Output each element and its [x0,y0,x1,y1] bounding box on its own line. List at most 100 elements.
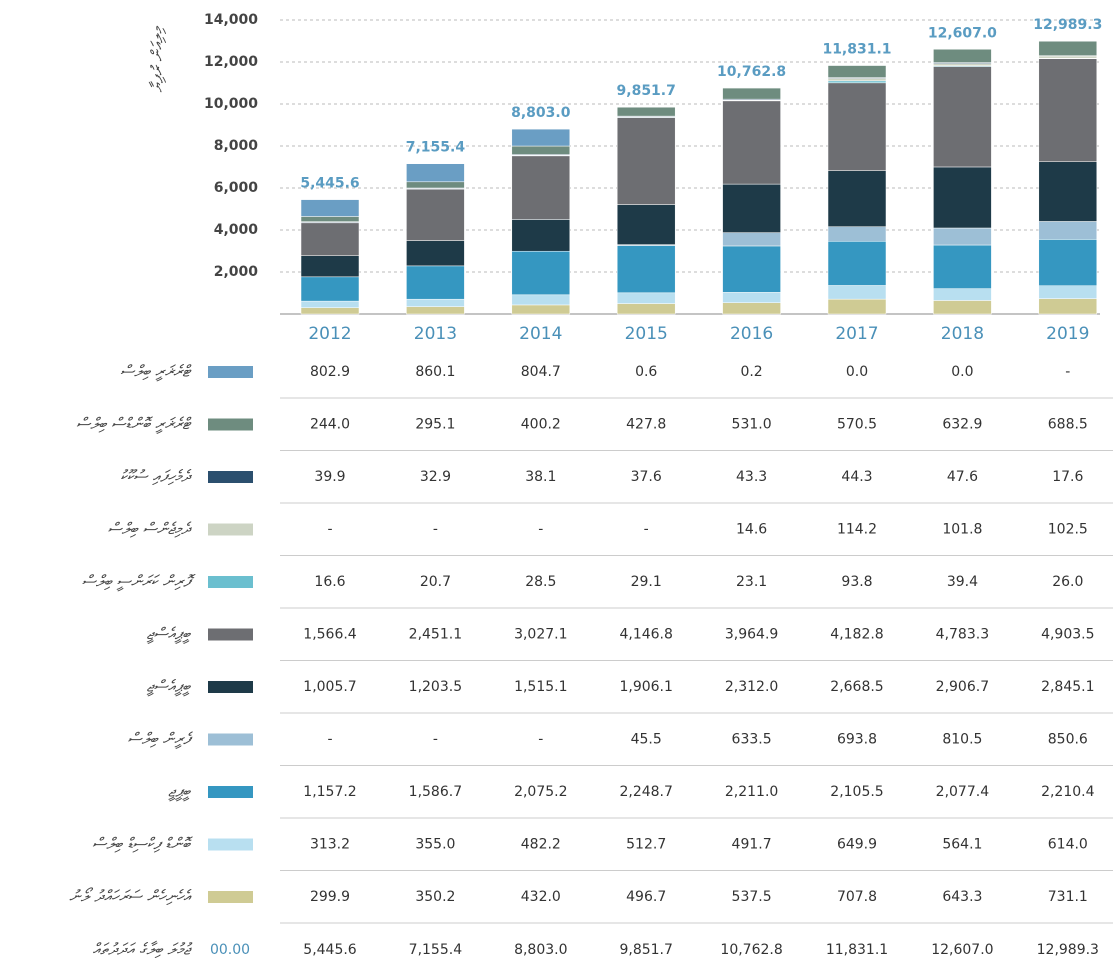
bar-segment [406,188,465,241]
x-tick-label: 2016 [730,324,773,344]
table-cell: 8,803.0 [514,942,567,958]
row-label: ބީޕީޖީ [168,782,191,802]
table-cell: 12,989.3 [1037,942,1099,958]
x-tick-label: 2015 [625,324,668,344]
legend-swatch [208,471,253,483]
bar-segment [827,285,887,300]
bar-segment [827,80,887,84]
table-cell: 802.9 [310,364,350,380]
table-cell: 693.8 [837,732,877,748]
table-cell: 2,210.4 [1041,784,1095,800]
legend-swatch [208,681,253,693]
bar-segment [511,128,571,147]
bar-segment [722,183,781,233]
table-cell: 0.6 [635,364,657,380]
table-cell: 1,203.5 [409,679,462,695]
table-cell: - [433,522,438,538]
table-cell: 614.0 [1048,837,1088,853]
table-cell: 3,027.1 [514,627,567,643]
bar-segment [827,226,887,242]
legend-swatch [208,891,253,903]
legend-swatch [208,628,253,641]
total-label: 9,851.7 [617,83,676,99]
x-tick-label: 2018 [941,324,984,344]
bar-segment [933,288,992,301]
table-cell: 1,566.4 [303,627,357,643]
table-cell: 7,155.4 [409,942,463,958]
table-cell: 45.5 [631,732,662,748]
legend-swatch [208,366,253,378]
y-tick-label: 4,000 [214,222,259,238]
table-cell: 432.0 [521,889,561,905]
bar-segment [300,199,360,217]
table-cell: 38.1 [525,469,556,485]
bar-segment [616,303,676,315]
table-cell: 4,783.3 [936,627,989,643]
bar-segment [1038,221,1098,240]
row-label: އެހެނިހެން ސަރަހައްދު ލޯނު [69,887,192,906]
legend-swatch [208,786,253,798]
bar-segment [933,49,992,63]
table-cell: 244.0 [310,417,350,433]
y-tick-label: 6,000 [214,180,259,196]
bar-segment [616,204,676,245]
y-tick-label: 12,000 [204,54,258,70]
bar-segment [406,181,465,189]
table-cell: 2,312.0 [725,679,778,695]
table-cell: 32.9 [420,469,451,485]
total-label: 5,445.6 [300,176,359,192]
total-label: 7,155.4 [406,140,466,156]
bar-segment [300,216,360,222]
table-cell: 512.7 [626,837,666,853]
bar-segment [827,241,887,286]
table-cell: 2,105.5 [830,784,883,800]
total-label: 8,803.0 [511,105,571,121]
table-cell: 810.5 [942,732,982,748]
table-cell: 491.7 [732,837,772,853]
table-cell: 0.0 [846,364,868,380]
table-cell: 295.1 [415,417,455,433]
legend-swatch [208,576,253,588]
table-cell: 37.6 [631,469,662,485]
table-cell: 26.0 [1052,574,1083,590]
table-cell: 5,445.6 [303,942,357,958]
total-label: 11,831.1 [822,42,891,58]
x-tick-label: 2017 [835,324,878,344]
bar-segment [827,298,887,315]
y-tick-label: 2,000 [214,264,259,280]
table-cell: 1,005.7 [303,679,356,695]
x-tick-label: 2012 [308,324,351,344]
table-cell: 643.3 [942,889,982,905]
table-cell: 860.1 [415,364,455,380]
table-cell: 14.6 [736,522,767,538]
total-label: 12,989.3 [1033,17,1102,33]
bar-segment [933,300,992,315]
table-cell: 0.0 [951,364,973,380]
table-cell: - [538,522,543,538]
table-cell: - [644,522,649,538]
table-cell: 10,762.8 [720,942,782,958]
table-cell: 427.8 [626,417,666,433]
total-label: 10,762.8 [717,64,786,80]
table-cell: - [538,732,543,748]
table-cell: 28.5 [525,574,556,590]
bar-segment [616,106,676,117]
bar-segment [300,307,360,315]
legend-swatch [208,838,253,851]
table-cell: 9,851.7 [619,942,672,958]
table-cell: 731.1 [1048,889,1088,905]
bar-segment [1038,298,1098,315]
table-cell: 3,964.9 [725,627,778,643]
bar-segment [616,245,676,294]
bar-segment [722,292,781,303]
table-cell: 531.0 [732,417,772,433]
bar-segment [1038,58,1098,162]
row-label: ފޮރިން ކަރަންސީ ބިލްސް [82,572,197,592]
bar-segment [616,292,676,304]
table-cell: 44.3 [841,469,872,485]
bar-segment [827,82,887,171]
bar-segment [511,145,571,155]
bar-segment [406,298,465,307]
table-cell: 39.4 [947,574,978,590]
